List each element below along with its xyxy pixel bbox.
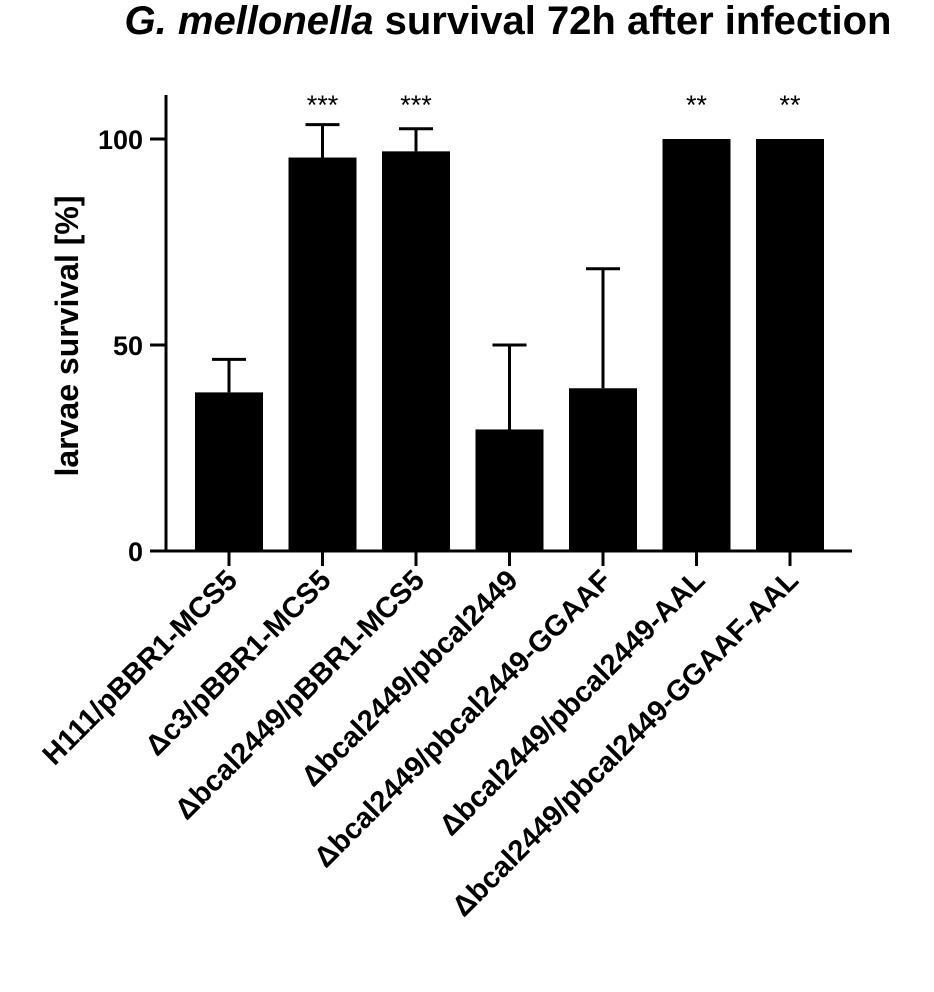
bar bbox=[288, 157, 357, 552]
significance-label: ** bbox=[686, 90, 708, 120]
y-tick-label: 0 bbox=[128, 537, 143, 567]
error-bars-group bbox=[212, 123, 620, 430]
bar bbox=[756, 139, 824, 551]
y-ticks-group: 0 50 100 bbox=[98, 125, 166, 567]
bar bbox=[475, 429, 544, 551]
x-category-label: Δc3/pBBR1-MCS5 bbox=[139, 564, 337, 762]
bar bbox=[662, 139, 731, 551]
x-category-label: Δbcal2449/pbcal2449-GGAAF-AAL bbox=[446, 564, 805, 923]
bar bbox=[569, 388, 637, 551]
bar bbox=[382, 151, 450, 552]
y-tick-label: 50 bbox=[113, 331, 143, 361]
chart-title: G. mellonella survival 72h after infecti… bbox=[125, 0, 892, 43]
y-tick-label: 100 bbox=[98, 125, 143, 155]
significance-label: ** bbox=[779, 90, 801, 120]
significance-group: *** *** ** ** bbox=[307, 90, 801, 120]
y-axis-label: larvae survival [%] bbox=[49, 195, 85, 476]
bars-group bbox=[195, 139, 824, 552]
significance-label: *** bbox=[307, 90, 339, 120]
significance-label: *** bbox=[400, 90, 432, 120]
bar bbox=[195, 392, 263, 551]
x-categories-group: H111/pBBR1-MCS5Δc3/pBBR1-MCS5Δbcal2449/p… bbox=[37, 551, 805, 923]
